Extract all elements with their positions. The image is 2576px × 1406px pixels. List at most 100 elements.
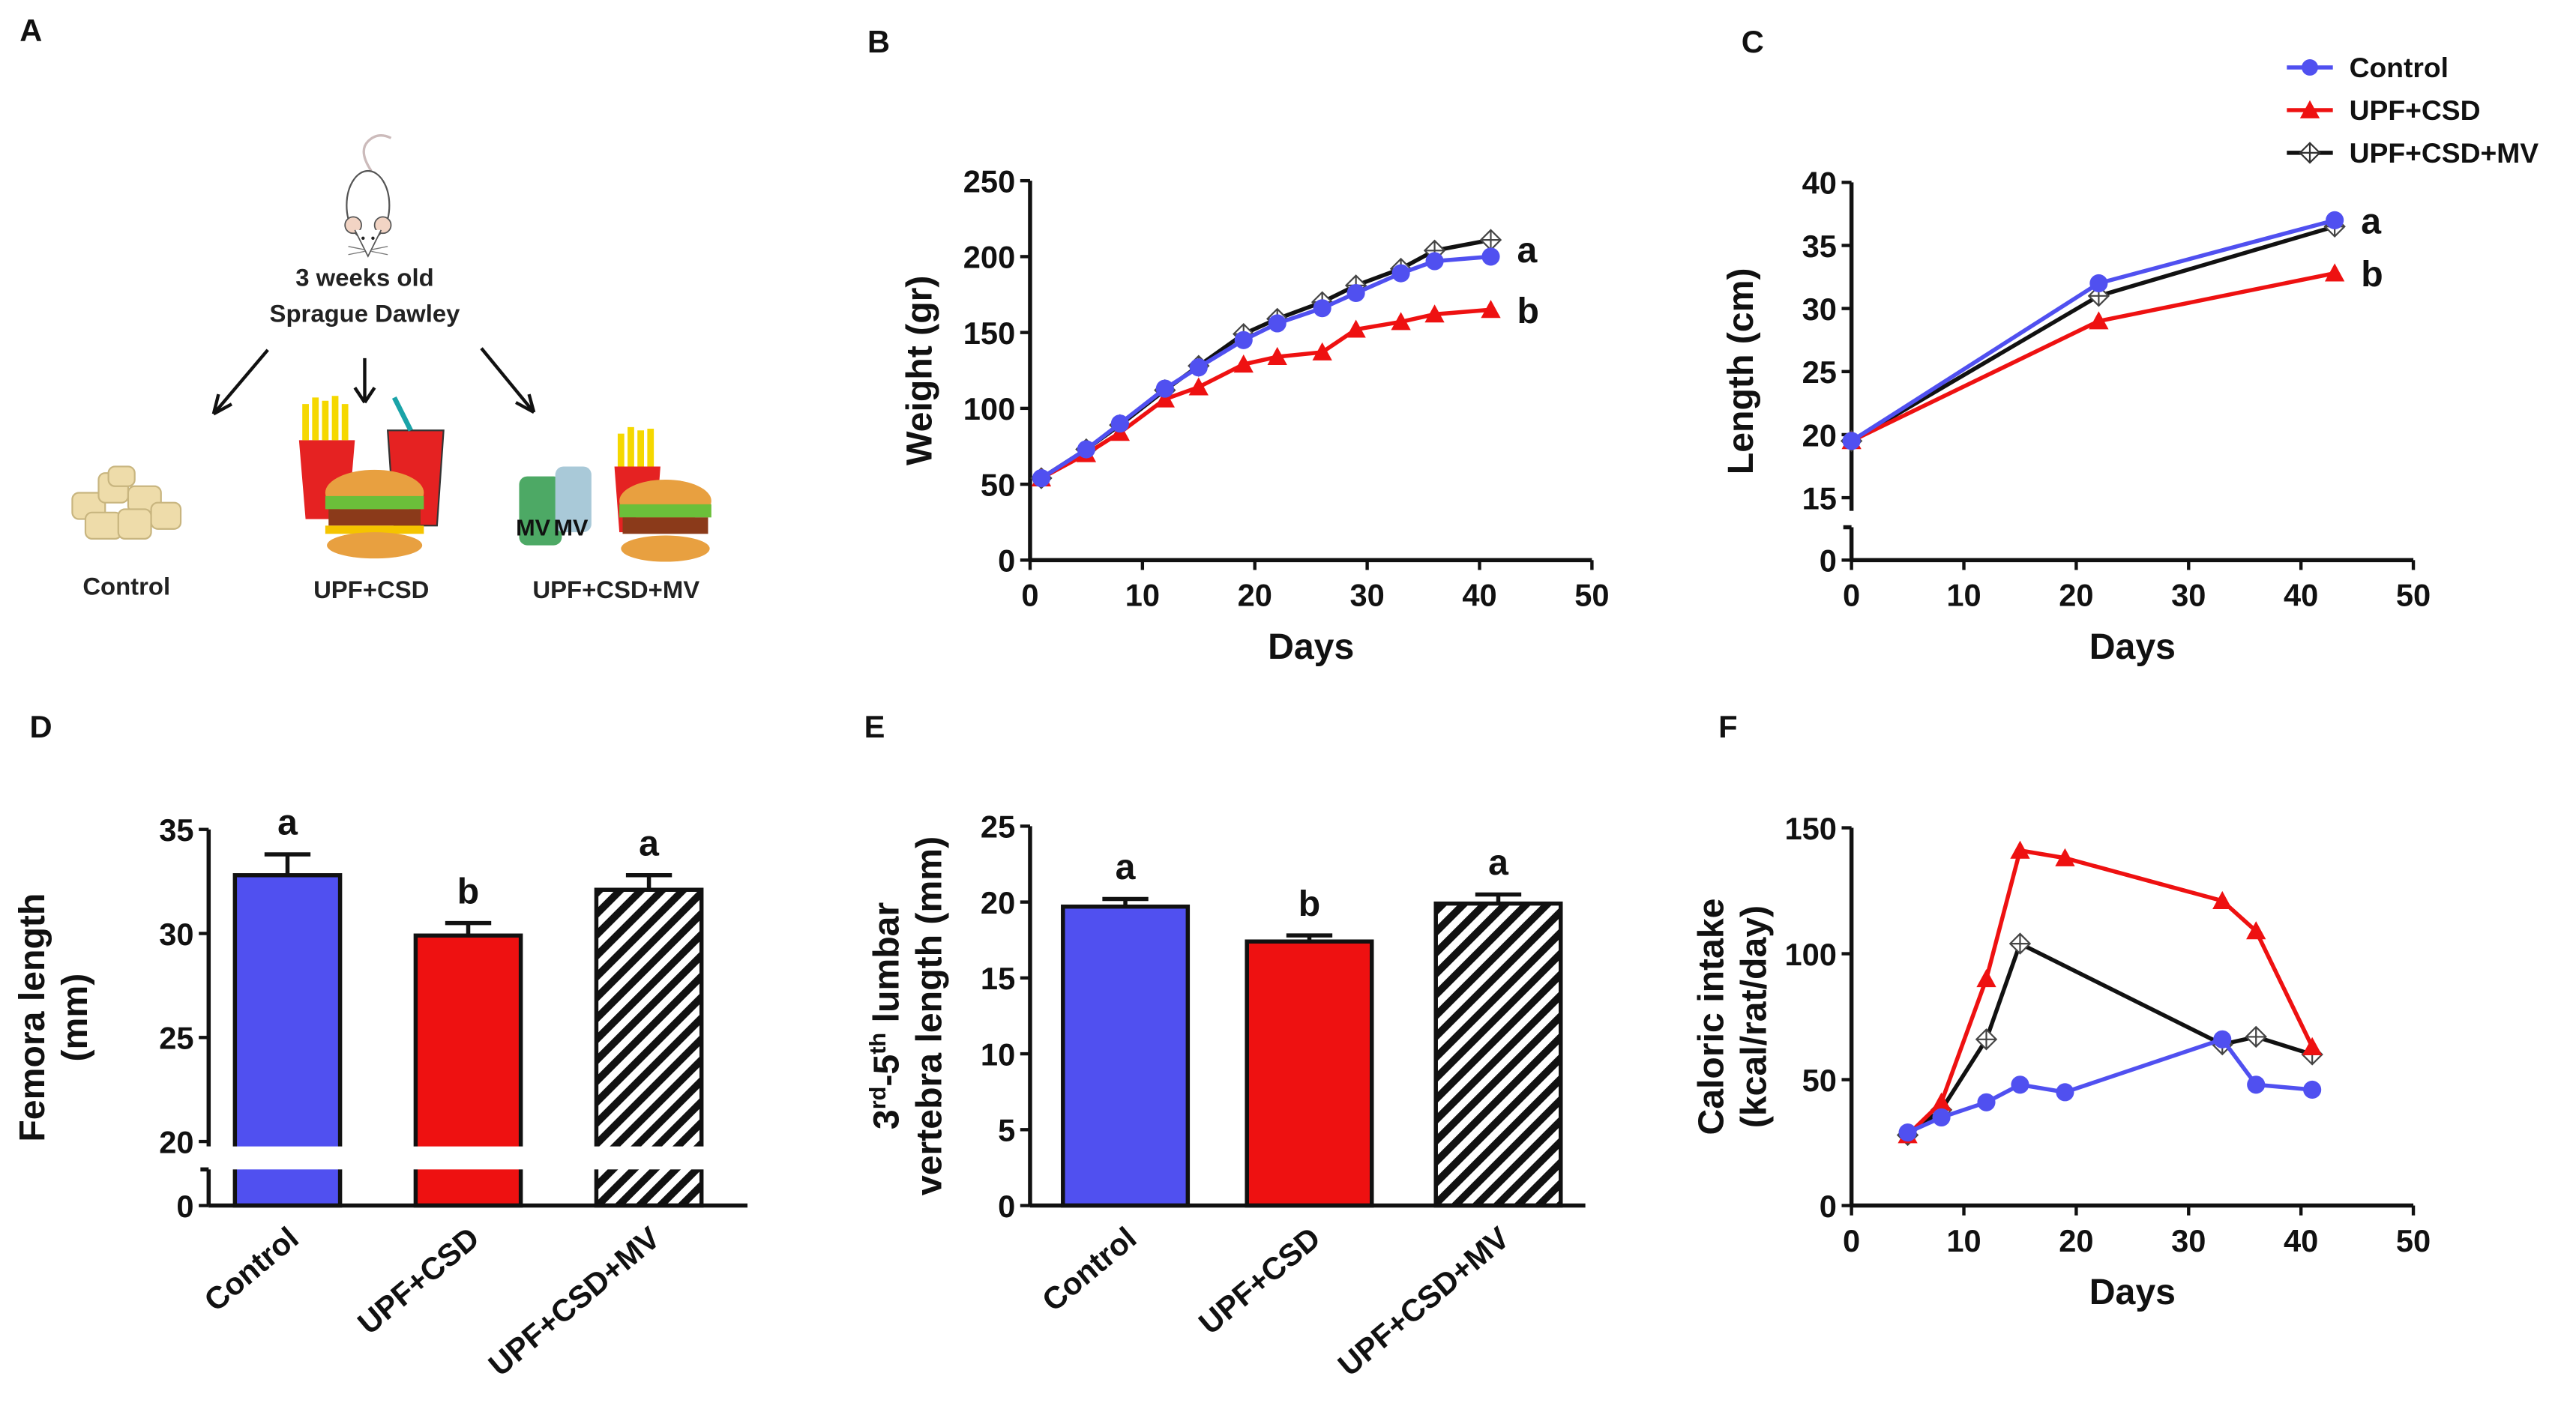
data-point-circle bbox=[1110, 414, 1129, 433]
y-tick-label: 20 bbox=[981, 885, 1015, 920]
rat-icon bbox=[344, 134, 392, 258]
significance-letter: b bbox=[2361, 254, 2383, 295]
data-point-circle bbox=[1481, 247, 1500, 266]
y-tick-label: 40 bbox=[1802, 166, 1837, 201]
group-label-control: Control bbox=[82, 572, 170, 600]
y-axis-label: Femora length (mm) bbox=[12, 893, 95, 1142]
bar-group: a Control bbox=[197, 803, 343, 1318]
data-point-triangle bbox=[2302, 1037, 2323, 1055]
y-axis-label-line: Length (cm) bbox=[1721, 268, 1761, 474]
data-point-triangle bbox=[2212, 890, 2233, 909]
y-tick-label: 100 bbox=[963, 391, 1015, 426]
panel-label-d: D bbox=[29, 709, 52, 744]
y-axis-label-line: (kcal/rat/day) bbox=[1734, 905, 1775, 1128]
legend-label: UPF+CSD bbox=[2350, 94, 2481, 126]
data-point-triangle bbox=[1976, 968, 1996, 988]
data-point-triangle bbox=[1233, 354, 1254, 373]
y-tick-label: 0 bbox=[1820, 543, 1837, 579]
y-axis-label-line: (mm) bbox=[55, 974, 95, 1062]
x-tick-label: 10 bbox=[1946, 1223, 1981, 1258]
bar-group: b UPF+CSD bbox=[351, 871, 523, 1342]
data-point-triangle bbox=[2324, 263, 2345, 282]
y-axis-label-line: Weight (gr) bbox=[899, 276, 939, 465]
x-axis-label: Days bbox=[2089, 627, 2176, 667]
data-point-triangle bbox=[1155, 389, 1175, 408]
x-tick-label: UPF+CSD bbox=[351, 1220, 486, 1342]
legend-item-control: Control bbox=[2287, 52, 2449, 83]
series-line bbox=[1040, 254, 1491, 480]
y-tick-label: 150 bbox=[1784, 811, 1836, 846]
y-tick-label: 15 bbox=[981, 961, 1015, 996]
bar bbox=[1433, 901, 1563, 1208]
data-point-circle bbox=[1425, 252, 1444, 271]
data-point-triangle bbox=[1931, 1092, 1951, 1111]
y-axis-label-line2: vertebra length (mm) bbox=[909, 836, 950, 1195]
circle-marker-icon bbox=[2302, 59, 2318, 76]
y-tick-label: 35 bbox=[159, 812, 193, 848]
data-point-circle bbox=[2011, 1075, 2029, 1094]
y-label-part: lumbar bbox=[867, 902, 907, 1033]
data-point-triangle bbox=[1346, 319, 1366, 338]
data-point-circle bbox=[1268, 314, 1287, 333]
data-point-crossed-diamond bbox=[2008, 932, 2032, 955]
y-tick-label: 25 bbox=[159, 1021, 193, 1056]
data-point-triangle bbox=[2055, 848, 2075, 866]
y-tick-label: 250 bbox=[963, 163, 1015, 199]
series-upf-csd-mv bbox=[1840, 215, 2346, 453]
x-tick-label: 50 bbox=[1574, 578, 1609, 613]
data-point-circle bbox=[2247, 1075, 2266, 1094]
y-tick-label: 10 bbox=[981, 1037, 1015, 1072]
x-tick-label: 30 bbox=[2171, 1223, 2206, 1258]
legend-label: UPF+CSD+MV bbox=[2350, 137, 2539, 169]
panel-label-e: E bbox=[864, 709, 885, 744]
x-axis-label: Days bbox=[1268, 627, 1354, 667]
chart-panel-d: a Control b UPF+CSD a UPF+CSD+MV 0 20 25 30 35 Femo… bbox=[12, 803, 748, 1383]
significance-letter: a bbox=[277, 803, 298, 843]
fast-food-multivitamin-icon: MV MV bbox=[516, 426, 711, 562]
y-tick-label: 25 bbox=[981, 809, 1015, 845]
bottle-label: MV bbox=[516, 515, 551, 540]
bottle-label: MV bbox=[553, 515, 589, 540]
series-line bbox=[1850, 224, 2335, 443]
data-point-triangle bbox=[1391, 312, 1411, 331]
chart-panel-e: a Control b UPF+CSD a UPF+CSD+MV 0 5 10 15 20 25 3rd… bbox=[865, 809, 1586, 1383]
axis-break-gap bbox=[195, 1146, 748, 1170]
y-tick-label: 20 bbox=[1802, 417, 1837, 453]
y-axis-label: Length (cm) bbox=[1721, 268, 1761, 474]
legend-item-upf-csd: UPF+CSD bbox=[2287, 94, 2481, 126]
y-tick-label: 30 bbox=[159, 917, 193, 952]
bar-group: b UPF+CSD bbox=[1192, 884, 1374, 1341]
x-axis-label: Days bbox=[2089, 1272, 2176, 1312]
data-point-circle bbox=[2089, 274, 2108, 293]
y-tick-label: 5 bbox=[998, 1113, 1015, 1148]
chart-panel-b: 0 50 100 150 200 250 0 10 20 30 40 50 Days Weight (gr… bbox=[899, 163, 1609, 666]
chow-pellets-icon bbox=[71, 465, 182, 540]
group-label-upf-csd: UPF+CSD bbox=[313, 576, 429, 603]
data-point-circle bbox=[1077, 440, 1095, 459]
data-point-circle bbox=[1313, 299, 1331, 318]
legend-label: Control bbox=[2350, 52, 2449, 83]
y-tick-label: 35 bbox=[1802, 229, 1837, 264]
animal-strain-text: Sprague Dawley bbox=[270, 300, 461, 328]
y-tick-label: 50 bbox=[981, 467, 1015, 502]
y-tick-label: 15 bbox=[1802, 480, 1837, 516]
series-upf-csd-mv bbox=[1896, 932, 2323, 1147]
data-point-triangle bbox=[1188, 377, 1209, 396]
fast-food-icon bbox=[298, 396, 445, 559]
bar bbox=[1245, 939, 1374, 1208]
significance-letter: b bbox=[457, 871, 479, 911]
y-tick-label: 100 bbox=[1784, 937, 1836, 972]
x-tick-label: 30 bbox=[1349, 578, 1384, 613]
data-point-circle bbox=[1155, 379, 1174, 398]
data-point-circle bbox=[1842, 432, 1861, 450]
y-label-part: -5 bbox=[867, 1054, 907, 1087]
y-label-part: 3 bbox=[867, 1109, 907, 1129]
x-tick-label: 30 bbox=[2171, 578, 2206, 613]
series-control bbox=[1032, 247, 1500, 488]
data-point-circle bbox=[1898, 1123, 1917, 1142]
significance-letter: a bbox=[1488, 842, 1509, 883]
y-axis-label: Caloric intake (kcal/rat/day) bbox=[1691, 899, 1775, 1135]
x-tick-label: 20 bbox=[1238, 578, 1272, 613]
data-point-crossed-diamond bbox=[2245, 1025, 2267, 1049]
group-label-upf-csd-mv: UPF+CSD+MV bbox=[532, 576, 699, 603]
